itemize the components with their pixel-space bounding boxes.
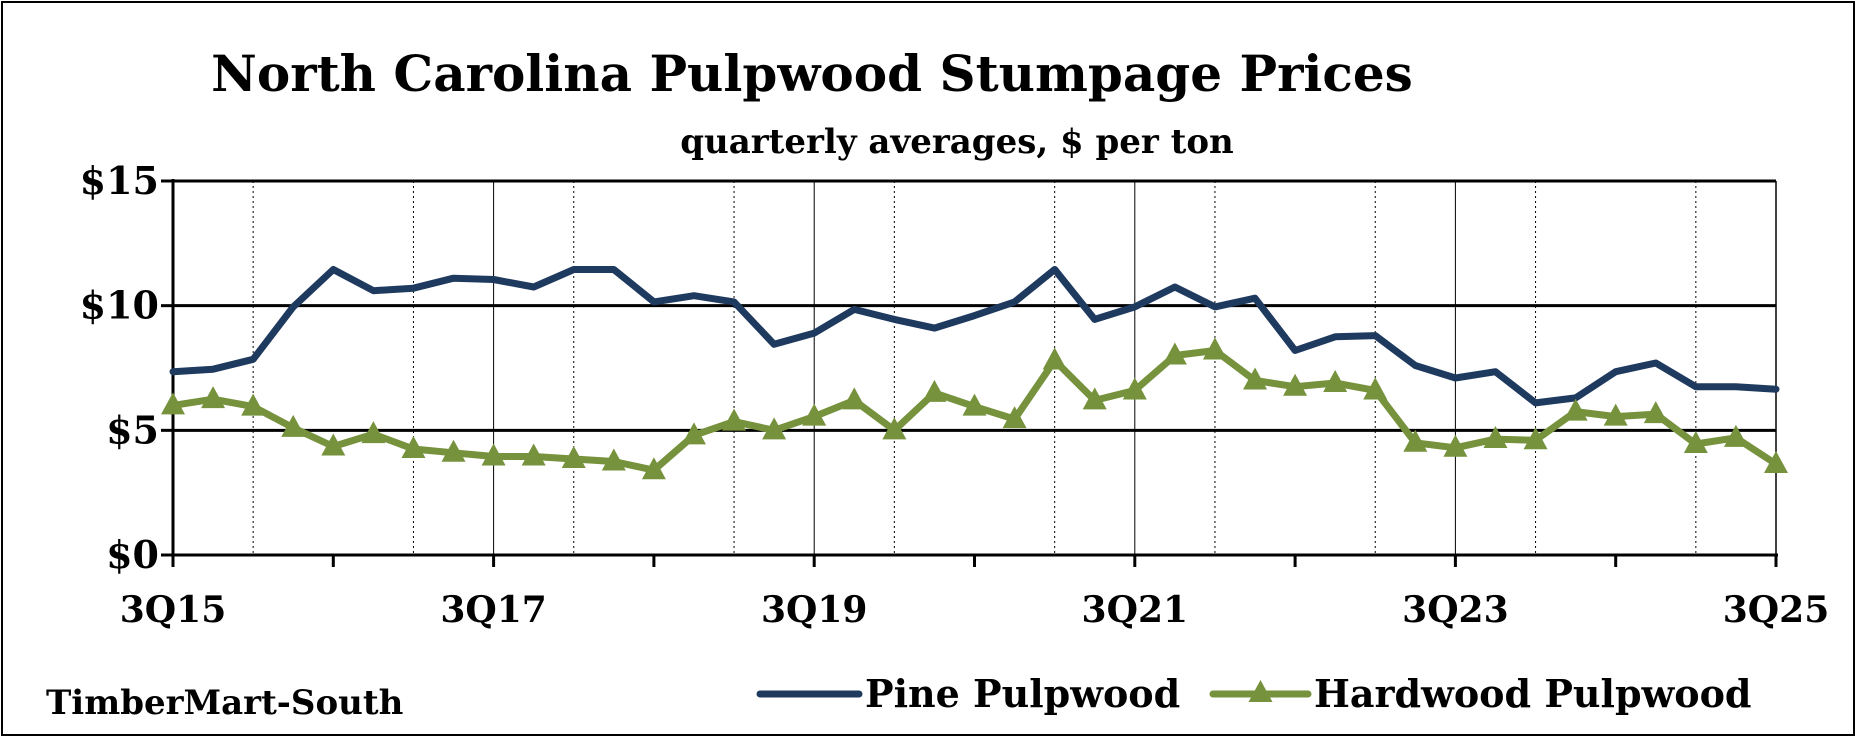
hardwood-data-point <box>1283 373 1308 396</box>
hardwood-data-point <box>1723 424 1748 447</box>
y-tick-labels: $0 $5 $10 $15 <box>80 158 159 577</box>
chart-title: North Carolina Pulpwood Stumpage Prices <box>211 44 1413 103</box>
hardwood-data-point <box>521 443 546 466</box>
hardwood-data-point <box>401 436 426 459</box>
x-tick-label: 3Q21 <box>1082 589 1189 631</box>
hardwood-data-point <box>1764 450 1788 473</box>
hardwood-data-point <box>201 386 226 409</box>
x-tick-label: 3Q17 <box>440 589 547 631</box>
hardwood-data-point <box>762 417 787 440</box>
hardwood-data-point <box>1563 398 1588 421</box>
x-tick-labels: 3Q15 3Q17 3Q19 3Q21 3Q23 3Q25 <box>120 589 1830 631</box>
hardwood-data-point <box>281 414 306 437</box>
hardwood-data-point <box>1082 387 1107 410</box>
hardwood-data-point <box>1683 431 1708 454</box>
hardwood-data-point <box>1243 367 1268 390</box>
x-tick-label: 3Q19 <box>761 589 868 631</box>
hardwood-data-point <box>1523 427 1548 450</box>
x-tick-label: 3Q25 <box>1723 589 1830 631</box>
hardwood-data-point <box>1483 426 1508 449</box>
line-chart: North Carolina Pulpwood Stumpage Prices … <box>46 44 1830 723</box>
hardwood-data-point <box>882 417 907 440</box>
y-tick-label: $15 <box>80 158 159 203</box>
hardwood-data-point <box>1603 403 1628 426</box>
y-tick-label: $10 <box>80 283 159 328</box>
hardwood-data-point <box>962 393 987 416</box>
hardwood-data-point <box>1363 377 1388 400</box>
x-tick-label: 3Q15 <box>120 589 227 631</box>
hardwood-data-point <box>1403 429 1428 452</box>
legend-label-hardwood: Hardwood Pulpwood <box>1314 671 1752 716</box>
gridlines <box>173 179 1776 555</box>
x-tick-label: 3Q23 <box>1402 589 1509 631</box>
hardwood-data-point <box>641 457 666 480</box>
hardwood-data-point <box>842 387 867 410</box>
hardwood-data-point <box>601 448 626 471</box>
hardwood-data-point <box>1443 434 1468 457</box>
hardwood-data-point <box>1643 401 1668 424</box>
hardwood-data-point <box>802 403 827 426</box>
legend-marker-hardwood <box>1248 680 1273 702</box>
pine-pulpwood-line <box>169 266 1780 407</box>
hardwood-data-point <box>1002 406 1027 429</box>
hardwood-data-point <box>1323 369 1348 392</box>
hardwood-data-point <box>481 443 506 466</box>
hardwood-data-point <box>241 393 266 416</box>
hardwood-data-point <box>1202 337 1227 360</box>
legend-label-pine: Pine Pulpwood <box>865 671 1180 716</box>
hardwood-data-point <box>722 408 747 431</box>
hardwood-data-point <box>922 379 947 402</box>
hardwood-data-point <box>1122 377 1147 400</box>
axes <box>161 179 1778 567</box>
hardwood-data-point <box>1042 347 1067 370</box>
hardwood-data-point <box>321 433 346 456</box>
hardwood-data-point <box>1162 342 1187 365</box>
source-label: TimberMart-South <box>46 683 403 723</box>
hardwood-data-point <box>441 439 466 462</box>
series-markers <box>161 337 1788 480</box>
hardwood-data-point <box>561 446 586 469</box>
legend: Pine Pulpwood Hardwood Pulpwood <box>756 671 1752 716</box>
chart-subtitle: quarterly averages, $ per ton <box>680 122 1234 162</box>
y-tick-label: $0 <box>106 532 159 577</box>
y-tick-label: $5 <box>106 407 159 452</box>
hardwood-data-point <box>361 421 386 444</box>
hardwood-data-point <box>681 422 706 445</box>
hardwood-data-point <box>161 392 185 415</box>
